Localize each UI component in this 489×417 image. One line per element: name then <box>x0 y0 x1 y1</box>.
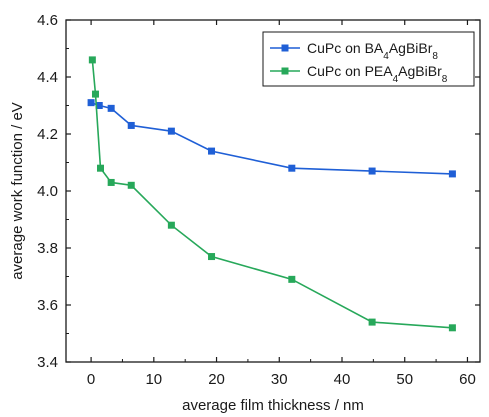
legend-label: CuPc on BA4AgBiBr8 <box>307 40 438 62</box>
data-point <box>95 102 103 109</box>
x-tick-label: 20 <box>208 371 225 388</box>
y-axis-label: average work function / eV <box>9 102 26 280</box>
legend-box <box>262 31 475 87</box>
axis-tick-labels: 0 10 20 30 40 50 60 3.4 3.6 3.8 4.0 4.2 4.4 4.6 <box>37 12 476 388</box>
data-point <box>208 253 216 261</box>
y-tick-label: 4.0 <box>37 183 58 200</box>
data-point <box>107 104 115 112</box>
data-point <box>368 318 376 326</box>
data-point <box>88 56 96 64</box>
data-point <box>448 170 456 178</box>
legend-marker <box>281 67 289 75</box>
series <box>87 99 456 178</box>
axis-ticks <box>66 19 480 363</box>
data-point <box>107 178 115 186</box>
x-tick-label: 0 <box>87 371 95 388</box>
data-point <box>167 221 175 229</box>
data-point <box>127 121 135 129</box>
data-point <box>288 275 296 283</box>
y-tick-label: 4.2 <box>37 126 58 143</box>
data-point <box>91 90 99 98</box>
legend-item: CuPc on PEA4AgBiBr8 <box>270 63 448 85</box>
y-tick-label: 4.4 <box>37 69 58 86</box>
data-point <box>288 164 296 172</box>
x-tick-label: 60 <box>459 371 476 388</box>
legend-marker <box>281 44 289 52</box>
y-tick-label: 3.8 <box>37 240 58 257</box>
x-tick-label: 30 <box>271 371 288 388</box>
x-tick-label: 40 <box>334 371 351 388</box>
y-tick-label: 3.4 <box>37 354 58 371</box>
series-line <box>91 59 453 329</box>
y-tick-label: 4.6 <box>37 12 58 29</box>
data-point <box>167 127 175 135</box>
legend-item: CuPc on BA4AgBiBr8 <box>270 40 438 62</box>
legend-label: CuPc on PEA4AgBiBr8 <box>307 63 448 85</box>
series-line <box>90 101 453 175</box>
x-tick-label: 10 <box>145 371 162 388</box>
series-layer <box>87 56 456 332</box>
x-tick-label: 50 <box>396 371 413 388</box>
data-point <box>127 181 135 189</box>
data-point <box>97 164 104 172</box>
x-axis-label: average film thickness / nm <box>182 397 364 414</box>
data-point <box>368 167 376 175</box>
y-tick-label: 3.6 <box>37 297 58 314</box>
data-point <box>448 324 456 332</box>
data-point <box>87 99 95 107</box>
data-point <box>208 147 216 155</box>
series <box>88 56 456 332</box>
